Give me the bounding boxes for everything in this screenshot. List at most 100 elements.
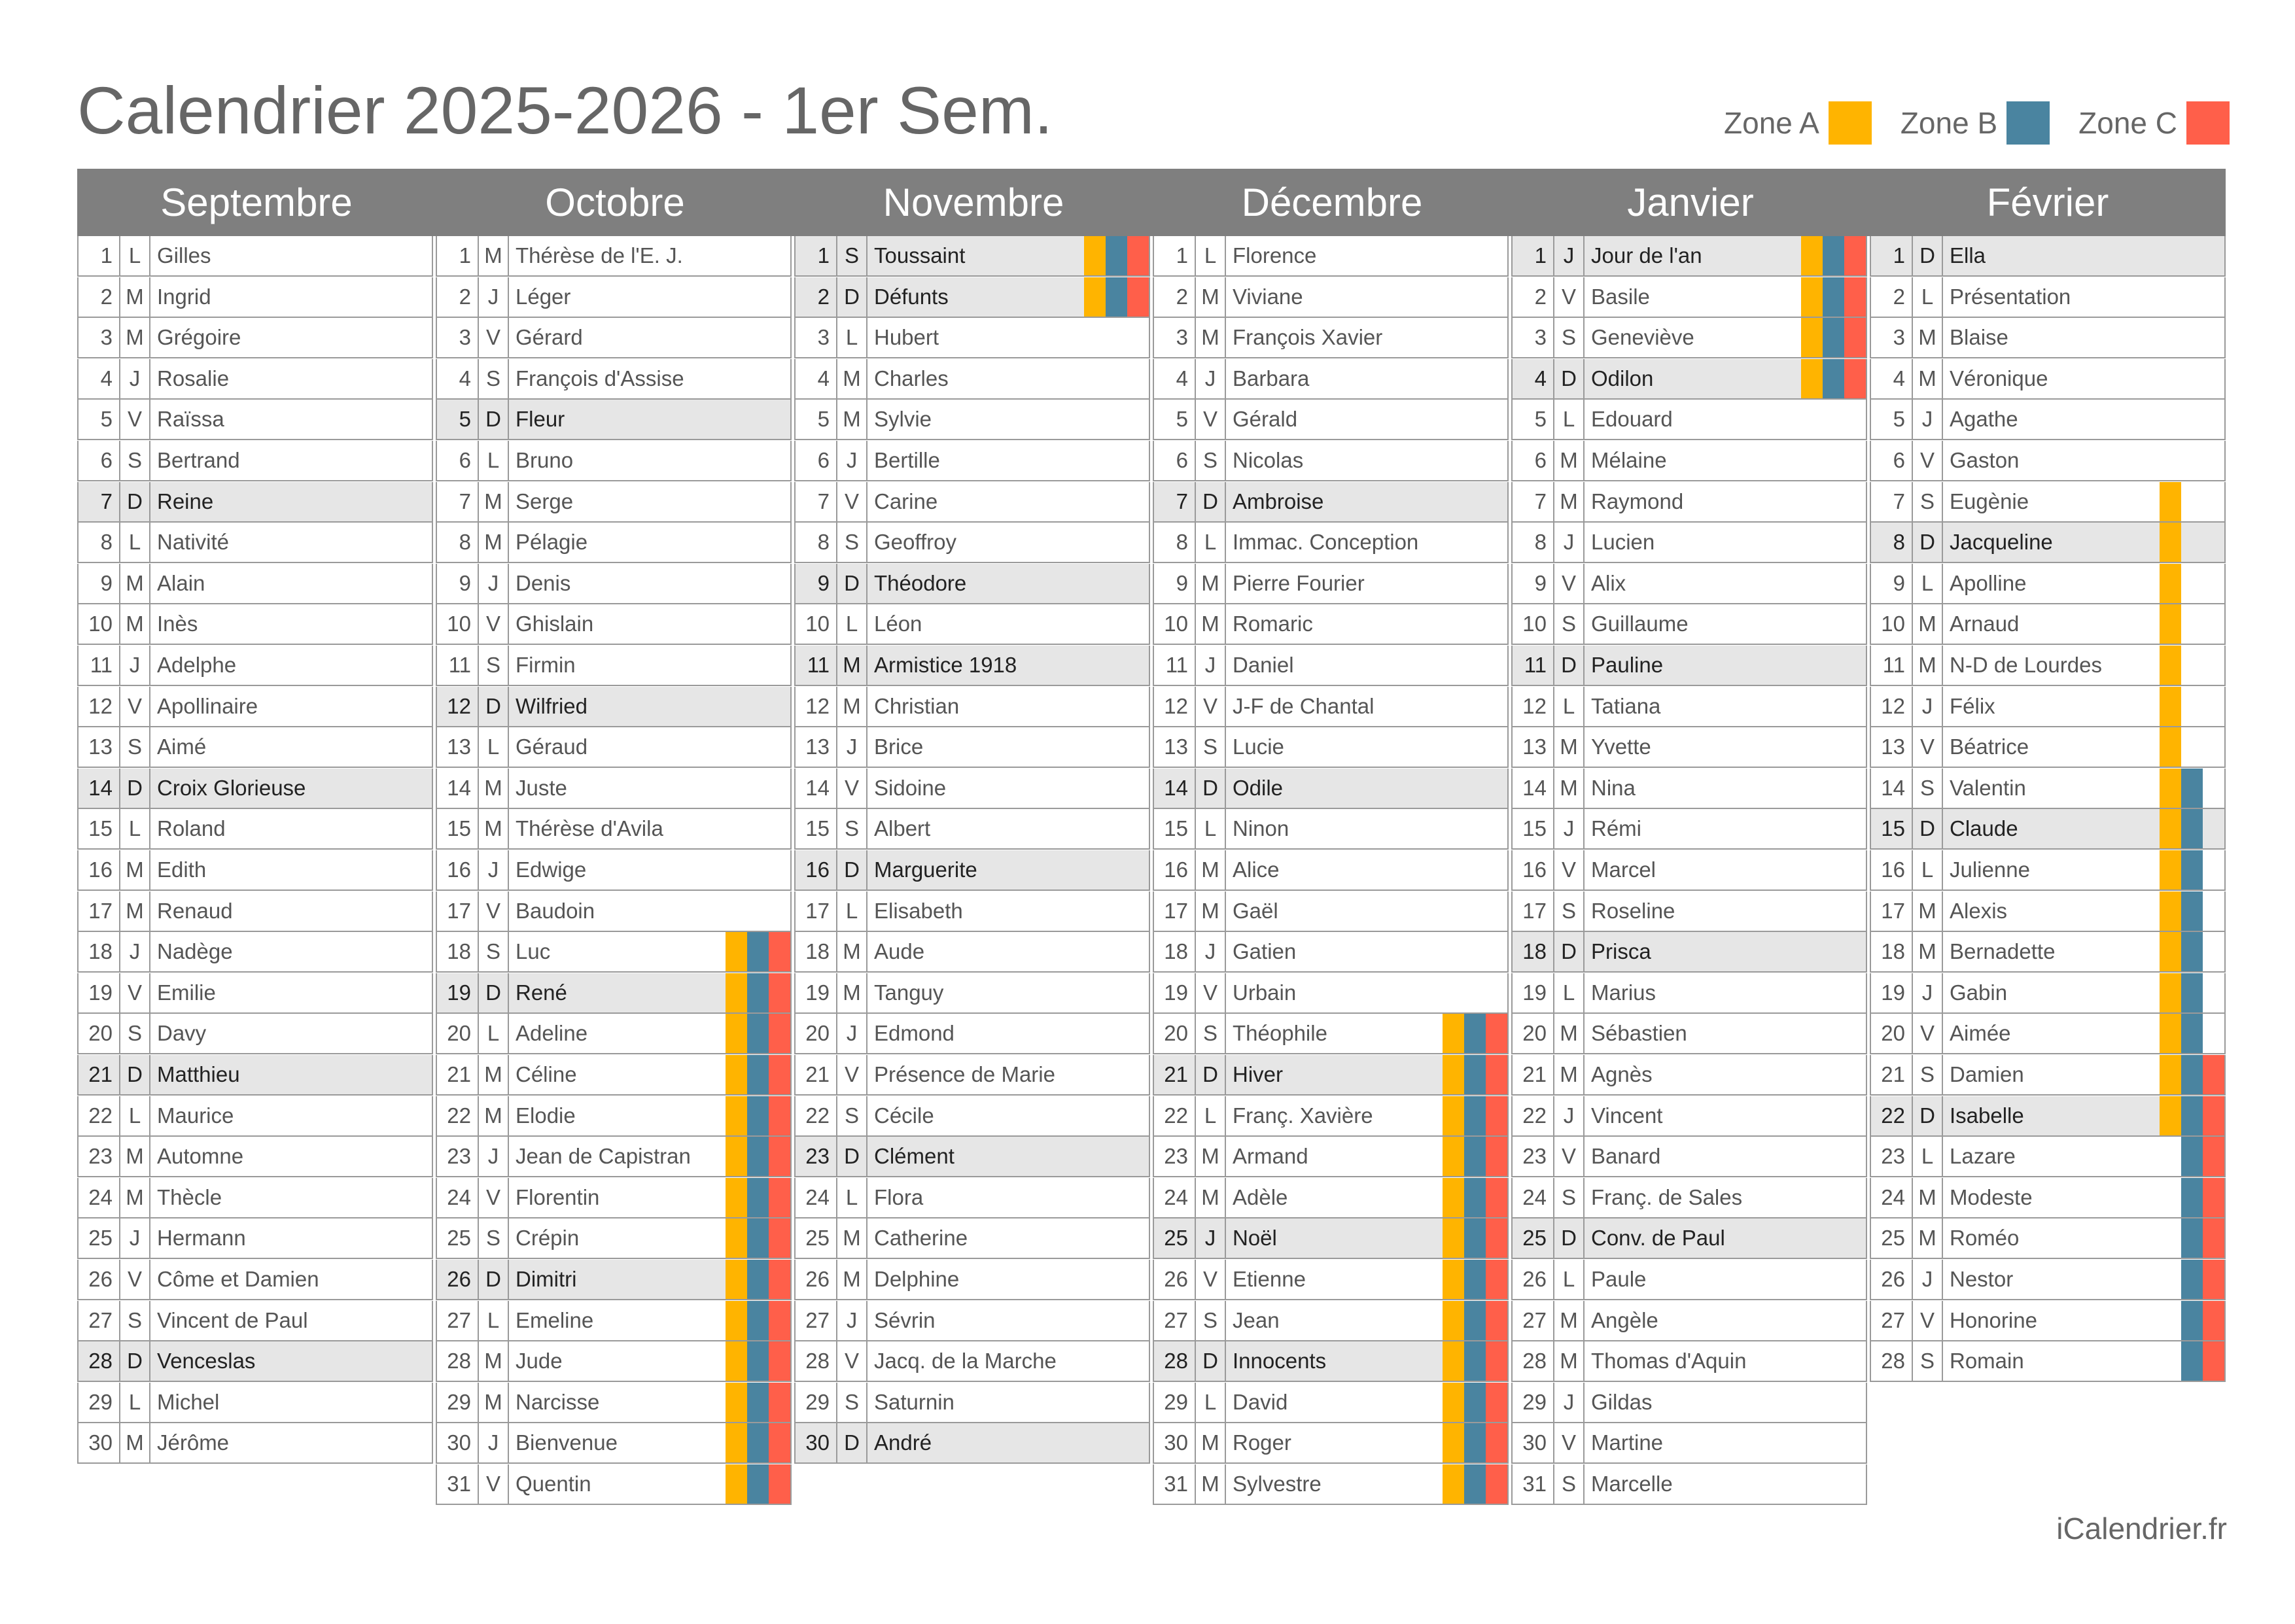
day-row[interactable]: 25 J Hermann — [77, 1218, 433, 1260]
day-row[interactable]: 20 L Adeline — [436, 1014, 792, 1055]
day-row[interactable]: 8 S Geoffroy — [794, 523, 1150, 564]
day-row[interactable]: 6 S Bertrand — [77, 441, 433, 481]
day-row[interactable]: 27 M Angèle — [1511, 1300, 1867, 1341]
day-row[interactable]: 12 L Tatiana — [1511, 686, 1867, 727]
day-row[interactable]: 10 S Guillaume — [1511, 604, 1867, 646]
day-row[interactable]: 8 M Pélagie — [436, 523, 792, 564]
day-row[interactable]: 1 S Toussaint — [794, 236, 1150, 277]
day-row[interactable]: 30 V Martine — [1511, 1423, 1867, 1464]
day-row[interactable]: 8 L Immac. Conception — [1153, 523, 1509, 564]
day-row[interactable]: 29 L Michel — [77, 1382, 433, 1423]
day-row[interactable]: 10 M Inès — [77, 604, 433, 646]
day-row[interactable]: 5 V Gérald — [1153, 400, 1509, 441]
day-row[interactable]: 23 D Clément — [794, 1137, 1150, 1178]
day-row[interactable]: 16 D Marguerite — [794, 850, 1150, 891]
day-row[interactable]: 23 L Lazare — [1870, 1137, 2226, 1178]
day-row[interactable]: 23 M Armand — [1153, 1137, 1509, 1178]
day-row[interactable]: 1 L Florence — [1153, 236, 1509, 277]
day-row[interactable]: 13 M Yvette — [1511, 727, 1867, 769]
day-row[interactable]: 6 S Nicolas — [1153, 441, 1509, 481]
day-row[interactable]: 5 L Edouard — [1511, 400, 1867, 441]
day-row[interactable]: 7 M Raymond — [1511, 481, 1867, 523]
day-row[interactable]: 4 M Charles — [794, 358, 1150, 400]
day-row[interactable]: 14 M Juste — [436, 768, 792, 809]
day-row[interactable]: 14 S Valentin — [1870, 768, 2226, 809]
day-row[interactable]: 28 M Thomas d'Aquin — [1511, 1341, 1867, 1383]
day-row[interactable]: 30 M Jérôme — [77, 1423, 433, 1464]
day-row[interactable]: 12 V Apollinaire — [77, 686, 433, 727]
day-row[interactable]: 7 M Serge — [436, 481, 792, 523]
day-row[interactable]: 24 V Florentin — [436, 1177, 792, 1218]
day-row[interactable]: 16 L Julienne — [1870, 850, 2226, 891]
day-row[interactable]: 3 S Geneviève — [1511, 318, 1867, 359]
day-row[interactable]: 26 L Paule — [1511, 1260, 1867, 1300]
day-row[interactable]: 26 V Etienne — [1153, 1260, 1509, 1300]
day-row[interactable]: 3 M Blaise — [1870, 318, 2226, 359]
day-row[interactable]: 9 M Pierre Fourier — [1153, 563, 1509, 604]
day-row[interactable]: 27 S Jean — [1153, 1300, 1509, 1341]
day-row[interactable]: 24 M Adèle — [1153, 1177, 1509, 1218]
day-row[interactable]: 9 L Apolline — [1870, 563, 2226, 604]
day-row[interactable]: 6 M Mélaine — [1511, 441, 1867, 481]
day-row[interactable]: 22 L Maurice — [77, 1096, 433, 1137]
day-row[interactable]: 1 L Gilles — [77, 236, 433, 277]
day-row[interactable]: 2 L Présentation — [1870, 277, 2226, 318]
day-row[interactable]: 20 V Aimée — [1870, 1014, 2226, 1055]
day-row[interactable]: 25 M Roméo — [1870, 1218, 2226, 1260]
day-row[interactable]: 2 M Viviane — [1153, 277, 1509, 318]
day-row[interactable]: 21 S Damien — [1870, 1055, 2226, 1096]
day-row[interactable]: 15 L Ninon — [1153, 809, 1509, 850]
day-row[interactable]: 26 J Nestor — [1870, 1260, 2226, 1300]
day-row[interactable]: 1 J Jour de l'an — [1511, 236, 1867, 277]
day-row[interactable]: 24 M Modeste — [1870, 1177, 2226, 1218]
day-row[interactable]: 19 V Urbain — [1153, 973, 1509, 1014]
day-row[interactable]: 11 J Daniel — [1153, 646, 1509, 686]
day-row[interactable]: 19 V Emilie — [77, 973, 433, 1014]
day-row[interactable]: 3 M Grégoire — [77, 318, 433, 359]
day-row[interactable]: 16 J Edwige — [436, 850, 792, 891]
day-row[interactable]: 18 S Luc — [436, 932, 792, 973]
day-row[interactable]: 11 J Adelphe — [77, 646, 433, 686]
day-row[interactable]: 19 L Marius — [1511, 973, 1867, 1014]
day-row[interactable]: 9 M Alain — [77, 563, 433, 604]
day-row[interactable]: 20 M Sébastien — [1511, 1014, 1867, 1055]
day-row[interactable]: 15 M Thérèse d'Avila — [436, 809, 792, 850]
day-row[interactable]: 19 M Tanguy — [794, 973, 1150, 1014]
day-row[interactable]: 4 J Rosalie — [77, 358, 433, 400]
day-row[interactable]: 3 L Hubert — [794, 318, 1150, 359]
day-row[interactable]: 28 V Jacq. de la Marche — [794, 1341, 1150, 1383]
day-row[interactable]: 22 J Vincent — [1511, 1096, 1867, 1137]
day-row[interactable]: 2 D Défunts — [794, 277, 1150, 318]
day-row[interactable]: 4 J Barbara — [1153, 358, 1509, 400]
day-row[interactable]: 1 D Ella — [1870, 236, 2226, 277]
day-row[interactable]: 17 S Roseline — [1511, 891, 1867, 932]
day-row[interactable]: 9 V Alix — [1511, 563, 1867, 604]
day-row[interactable]: 21 D Matthieu — [77, 1055, 433, 1096]
day-row[interactable]: 10 M Arnaud — [1870, 604, 2226, 646]
day-row[interactable]: 11 M N-D de Lourdes — [1870, 646, 2226, 686]
day-row[interactable]: 29 J Gildas — [1511, 1382, 1867, 1423]
day-row[interactable]: 5 D Fleur — [436, 400, 792, 441]
day-row[interactable]: 2 J Léger — [436, 277, 792, 318]
day-row[interactable]: 1 M Thérèse de l'E. J. — [436, 236, 792, 277]
day-row[interactable]: 24 L Flora — [794, 1177, 1150, 1218]
day-row[interactable]: 27 V Honorine — [1870, 1300, 2226, 1341]
day-row[interactable]: 13 V Béatrice — [1870, 727, 2226, 769]
day-row[interactable]: 16 M Edith — [77, 850, 433, 891]
day-row[interactable]: 22 S Cécile — [794, 1096, 1150, 1137]
day-row[interactable]: 28 D Venceslas — [77, 1341, 433, 1383]
day-row[interactable]: 17 L Elisabeth — [794, 891, 1150, 932]
day-row[interactable]: 9 D Théodore — [794, 563, 1150, 604]
day-row[interactable]: 21 V Présence de Marie — [794, 1055, 1150, 1096]
day-row[interactable]: 25 J Noël — [1153, 1218, 1509, 1260]
day-row[interactable]: 16 M Alice — [1153, 850, 1509, 891]
day-row[interactable]: 27 S Vincent de Paul — [77, 1300, 433, 1341]
day-row[interactable]: 21 M Céline — [436, 1055, 792, 1096]
day-row[interactable]: 28 D Innocents — [1153, 1341, 1509, 1383]
day-row[interactable]: 14 D Odile — [1153, 768, 1509, 809]
day-row[interactable]: 22 D Isabelle — [1870, 1096, 2226, 1137]
day-row[interactable]: 7 S Eugènie — [1870, 481, 2226, 523]
day-row[interactable]: 10 V Ghislain — [436, 604, 792, 646]
day-row[interactable]: 4 S François d'Assise — [436, 358, 792, 400]
day-row[interactable]: 2 M Ingrid — [77, 277, 433, 318]
